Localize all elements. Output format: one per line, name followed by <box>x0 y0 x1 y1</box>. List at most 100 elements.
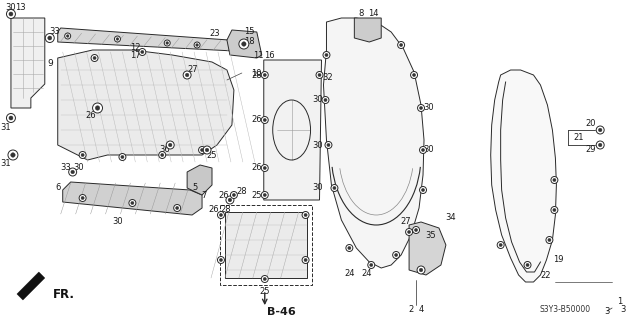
Polygon shape <box>63 182 202 215</box>
Text: 12: 12 <box>130 42 141 51</box>
Text: 30: 30 <box>112 218 123 226</box>
Text: 30: 30 <box>312 95 323 105</box>
Circle shape <box>232 193 236 197</box>
Text: 30: 30 <box>312 140 323 150</box>
Text: 31: 31 <box>1 159 12 167</box>
Text: 34: 34 <box>445 213 456 222</box>
Circle shape <box>159 152 166 159</box>
Text: 25: 25 <box>259 287 270 296</box>
Text: 29: 29 <box>585 145 595 154</box>
Text: 30: 30 <box>424 103 435 113</box>
Circle shape <box>81 153 84 157</box>
Polygon shape <box>491 70 556 282</box>
Circle shape <box>413 73 415 77</box>
Circle shape <box>596 126 604 134</box>
Text: 35: 35 <box>426 231 436 240</box>
Circle shape <box>186 73 189 77</box>
Text: 27: 27 <box>188 65 198 75</box>
Circle shape <box>218 256 225 263</box>
Text: 19: 19 <box>553 256 564 264</box>
Text: 5: 5 <box>193 183 198 192</box>
Circle shape <box>119 153 126 160</box>
Circle shape <box>413 226 420 234</box>
Circle shape <box>139 48 146 56</box>
Circle shape <box>115 36 120 42</box>
Circle shape <box>220 258 223 262</box>
Text: 28: 28 <box>252 70 262 79</box>
Circle shape <box>370 263 373 267</box>
Circle shape <box>420 187 426 194</box>
Circle shape <box>67 35 69 37</box>
Circle shape <box>406 228 413 235</box>
Circle shape <box>261 71 268 78</box>
Circle shape <box>302 211 309 219</box>
Circle shape <box>526 263 529 267</box>
Polygon shape <box>227 30 262 58</box>
Circle shape <box>91 55 98 62</box>
Polygon shape <box>409 222 446 275</box>
Circle shape <box>183 71 191 79</box>
Circle shape <box>196 44 198 46</box>
Polygon shape <box>225 212 307 278</box>
Polygon shape <box>187 165 212 195</box>
Circle shape <box>322 97 329 103</box>
Text: 36: 36 <box>159 145 170 154</box>
Circle shape <box>553 178 556 182</box>
Text: 28: 28 <box>237 187 247 196</box>
Circle shape <box>261 191 268 198</box>
Text: 31: 31 <box>1 122 12 131</box>
Circle shape <box>164 40 170 46</box>
Circle shape <box>497 241 504 249</box>
Circle shape <box>261 276 268 283</box>
Circle shape <box>348 246 351 249</box>
Circle shape <box>346 244 353 251</box>
Text: 30: 30 <box>6 4 16 12</box>
Circle shape <box>48 36 52 40</box>
Text: 3: 3 <box>604 307 610 315</box>
Circle shape <box>263 118 266 122</box>
Circle shape <box>65 33 70 39</box>
Text: FR.: FR. <box>52 288 75 301</box>
Text: 17: 17 <box>130 50 141 60</box>
Circle shape <box>417 105 424 112</box>
Text: 6: 6 <box>55 183 60 192</box>
Text: 30: 30 <box>312 183 323 192</box>
Text: B-46: B-46 <box>268 307 296 317</box>
Circle shape <box>395 253 397 256</box>
Circle shape <box>417 266 425 274</box>
Circle shape <box>331 184 338 191</box>
Text: 23: 23 <box>210 29 220 39</box>
Circle shape <box>548 238 551 241</box>
Text: 33: 33 <box>49 27 60 36</box>
Text: 24: 24 <box>344 269 355 278</box>
Circle shape <box>419 268 423 272</box>
Circle shape <box>129 199 136 206</box>
Text: 3: 3 <box>620 306 626 315</box>
Text: 13: 13 <box>15 4 26 12</box>
Circle shape <box>166 141 174 149</box>
Circle shape <box>318 73 321 77</box>
Circle shape <box>368 262 375 269</box>
Circle shape <box>79 195 86 202</box>
Circle shape <box>168 143 172 147</box>
Circle shape <box>411 71 417 78</box>
Circle shape <box>166 42 168 44</box>
Circle shape <box>261 165 268 172</box>
Circle shape <box>261 116 268 123</box>
Circle shape <box>226 196 234 204</box>
Circle shape <box>499 243 502 247</box>
Circle shape <box>263 167 266 170</box>
Circle shape <box>323 51 330 58</box>
Circle shape <box>304 213 307 217</box>
Polygon shape <box>323 18 424 268</box>
Circle shape <box>95 106 100 110</box>
Circle shape <box>327 144 330 146</box>
Text: 26: 26 <box>252 164 262 173</box>
Circle shape <box>551 206 558 213</box>
Circle shape <box>524 262 531 269</box>
Circle shape <box>79 152 86 159</box>
Text: 26: 26 <box>85 110 96 120</box>
Text: 30: 30 <box>424 145 435 154</box>
Text: 14: 14 <box>368 10 378 19</box>
Circle shape <box>203 146 211 154</box>
